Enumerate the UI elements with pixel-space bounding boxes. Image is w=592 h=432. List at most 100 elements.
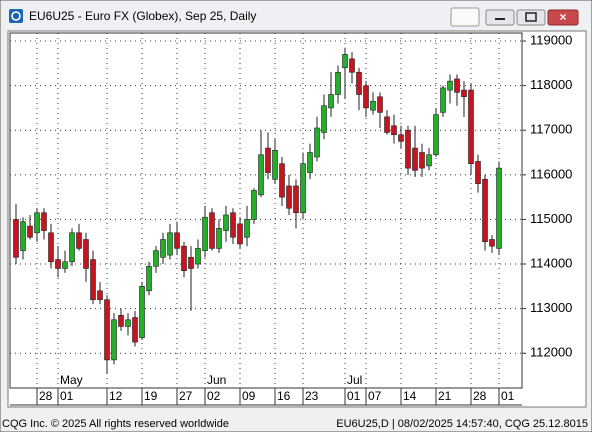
candle-body — [209, 212, 215, 249]
x-tick-label: 28 — [39, 389, 53, 403]
x-tick-label: 01 — [60, 389, 74, 403]
candle-body — [195, 248, 201, 265]
x-tick-label: 07 — [368, 389, 382, 403]
candle-body — [160, 239, 166, 258]
candle-body — [426, 154, 432, 167]
restore-glyph — [525, 12, 537, 22]
candle-body — [181, 245, 187, 272]
candle-body — [279, 163, 285, 198]
candle-body — [349, 58, 355, 73]
candle-body — [48, 232, 54, 263]
candle-body — [132, 317, 138, 343]
app-icon-glyph — [11, 11, 21, 21]
x-tick-label: 02 — [207, 389, 221, 403]
candle-body — [90, 259, 96, 300]
plot-area — [9, 32, 523, 389]
candle-body — [13, 219, 19, 258]
candle-body — [118, 315, 124, 327]
candle-body — [237, 223, 243, 245]
x-tick-label: 21 — [438, 389, 452, 403]
candle-body — [216, 228, 222, 249]
candle-body — [475, 161, 481, 185]
footer-right: EU6U25,D | 08/02/2025 14:57:40, CQG 25.1… — [336, 418, 588, 430]
candle-body — [230, 212, 236, 238]
candle-body — [489, 239, 495, 247]
candle-body — [342, 54, 348, 69]
candle-body — [433, 114, 439, 156]
candle-body — [97, 290, 103, 300]
candle-body — [468, 89, 474, 164]
candle-body — [258, 154, 264, 196]
candle-body — [335, 71, 341, 95]
x-tick-label: 01 — [347, 389, 361, 403]
candle-body — [412, 147, 418, 171]
candle-body — [244, 219, 250, 238]
x-tick-label: 01 — [501, 389, 515, 403]
close-button[interactable] — [547, 9, 579, 26]
candle-body — [139, 286, 145, 338]
footer-left: CQG Inc. © 2025 All rights reserved worl… — [2, 418, 229, 430]
candle-body — [153, 250, 159, 267]
candle-body — [314, 127, 320, 158]
x-tick-label: 12 — [109, 389, 123, 403]
candle-body — [202, 216, 208, 251]
month-label: Jun — [207, 373, 226, 387]
candle-body — [328, 94, 334, 109]
x-tick-label: 09 — [242, 389, 256, 403]
candle-body — [419, 152, 425, 169]
restore-button[interactable] — [516, 9, 546, 26]
close-glyph: × — [559, 10, 566, 24]
minimize-button[interactable] — [485, 9, 515, 26]
candle-body — [41, 212, 47, 231]
candle-body — [34, 212, 40, 234]
x-tick-label: 27 — [179, 389, 193, 403]
candle-body — [188, 257, 194, 269]
window-title: EU6U25 - Euro FX (Globex), Sep 25, Daily — [29, 9, 256, 23]
candle-body — [125, 319, 131, 327]
y-tick-label: 113000 — [530, 300, 572, 315]
x-tick-label: 28 — [473, 389, 487, 403]
candle-body — [398, 134, 404, 142]
candle-body — [167, 232, 173, 256]
y-tick-label: 115000 — [530, 211, 572, 226]
candle-body — [454, 78, 460, 93]
candle-body — [146, 265, 152, 292]
candle-body — [111, 319, 117, 361]
y-tick-label: 117000 — [530, 122, 572, 137]
candle-body — [76, 232, 82, 249]
x-tick-label: 19 — [144, 389, 158, 403]
candle-body — [370, 100, 376, 111]
candle-body — [440, 87, 446, 113]
candle-body — [272, 149, 278, 180]
x-tick-label: 14 — [403, 389, 417, 403]
candle-body — [293, 185, 299, 214]
y-tick-label: 118000 — [530, 77, 572, 92]
x-tick-label: 16 — [277, 389, 291, 403]
candle-body — [223, 214, 229, 231]
candle-body — [300, 163, 306, 214]
candle-body — [55, 259, 61, 269]
candle-body — [286, 185, 292, 209]
candle-body — [251, 190, 257, 220]
candle-body — [321, 105, 327, 133]
candle-body — [482, 178, 488, 243]
candle-body — [83, 239, 89, 269]
app-icon — [9, 9, 23, 23]
candle-body — [461, 89, 467, 98]
candle-body — [62, 261, 68, 269]
y-tick-label: 112000 — [530, 345, 572, 360]
x-tick-label: 23 — [305, 389, 319, 403]
candle-body — [307, 152, 313, 173]
candle-body — [363, 85, 369, 109]
month-label: May — [60, 373, 83, 387]
candle-body — [391, 125, 397, 135]
candle-body — [405, 129, 411, 169]
candle-body — [265, 147, 271, 173]
candle-body — [174, 232, 180, 249]
month-label: Jul — [347, 373, 362, 387]
candle-body — [27, 225, 33, 238]
candle-body — [104, 299, 110, 361]
link-button[interactable] — [450, 7, 480, 27]
